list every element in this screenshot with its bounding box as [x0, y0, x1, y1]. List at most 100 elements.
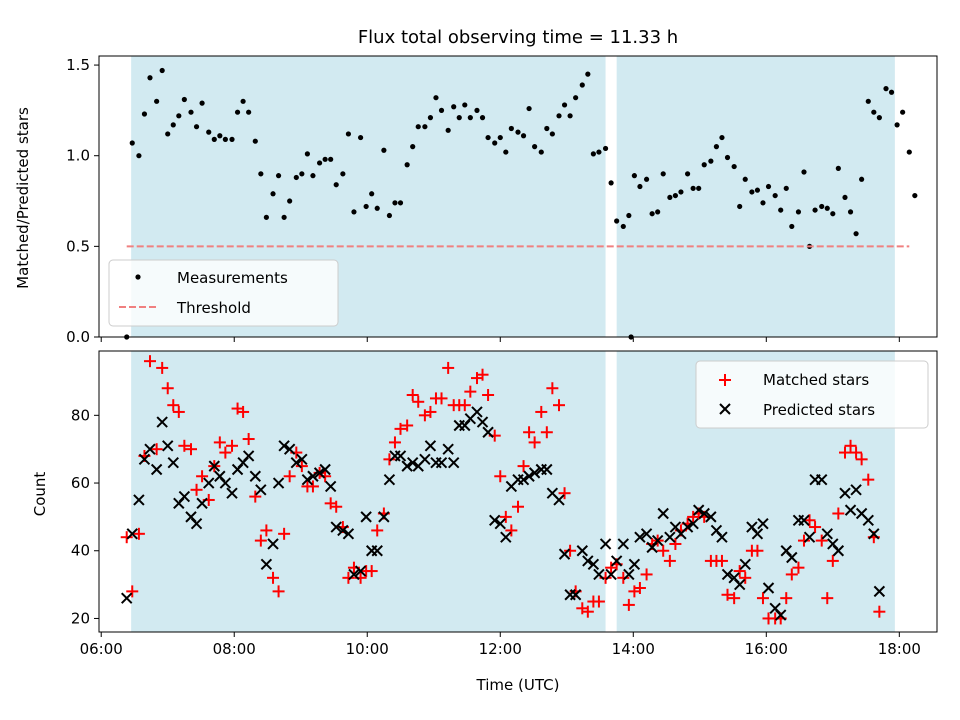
predicted-star-point [873, 585, 886, 598]
predicted-star-point [705, 511, 717, 523]
predicted-star-point [617, 538, 630, 550]
measurement-point [859, 176, 865, 182]
predicted-star-point [226, 487, 238, 499]
matched-star-point [306, 480, 319, 493]
matched-star-point [844, 439, 857, 452]
measurement-point [474, 107, 480, 113]
matched-star-point [739, 571, 752, 584]
predicted-star-point [576, 545, 588, 557]
measurement-point [508, 125, 514, 132]
measurement-point [503, 149, 509, 155]
measurement-point [742, 176, 748, 182]
measurement-point [222, 136, 228, 142]
predicted-star-point [798, 514, 810, 526]
predicted-star-point [178, 490, 191, 503]
measurement-point [567, 113, 573, 119]
matched-star-point [669, 537, 682, 550]
matched-star-point [319, 470, 332, 483]
predicted-star-point [582, 555, 594, 567]
measurement-point [422, 124, 428, 130]
predicted-star-point [839, 487, 851, 499]
legend-marker-measurements [135, 274, 141, 280]
measurement-point [404, 162, 410, 168]
matched-star-point [172, 405, 185, 418]
measurement-point [357, 134, 364, 141]
predicted-star-point [208, 460, 220, 472]
legend-label-matched: Matched stars [763, 371, 869, 389]
predicted-star-point [541, 463, 553, 476]
measurement-point [479, 115, 486, 121]
matched-star-point [832, 507, 845, 520]
measurement-point [485, 134, 491, 141]
predicted-star-point [721, 568, 734, 581]
predicted-star-point [523, 470, 535, 482]
measurement-point [165, 131, 171, 137]
measurement-point [795, 209, 802, 215]
predicted-star-point [267, 538, 279, 550]
measurement-point [713, 144, 720, 150]
predicted-star-point [144, 443, 156, 455]
measurement-point [438, 107, 445, 113]
measurement-point [316, 160, 323, 166]
measurement-point [462, 102, 468, 108]
predicted-star-point [664, 531, 676, 543]
measurement-point [876, 115, 882, 121]
predicted-star-point [610, 555, 623, 567]
measurement-point [801, 169, 807, 175]
predicted-star-point [733, 578, 746, 591]
matched-star-point [388, 436, 401, 449]
matched-star-point [756, 592, 769, 605]
measurement-point [211, 136, 217, 142]
measurement-point [433, 95, 439, 101]
measurement-point [830, 211, 836, 217]
measurement-point [206, 129, 212, 135]
top-y-axis-label: Matched/Predicted stars [14, 107, 32, 289]
bottom-y-tick-label: 40 [71, 542, 90, 560]
matched-star-point [785, 568, 798, 581]
measurement-point [637, 183, 643, 190]
predicted-star-point [324, 480, 337, 493]
matched-star-point [499, 510, 512, 523]
measurement-point [229, 136, 235, 142]
predicted-star-point [816, 473, 828, 486]
measurement-point [672, 192, 679, 199]
matched-star-point [278, 527, 291, 540]
measurement-point [492, 140, 498, 146]
matched-star-point [464, 385, 477, 398]
measurement-point [427, 115, 434, 121]
matched-star-point [442, 361, 455, 374]
predicted-star-point [623, 568, 635, 581]
top-shaded-period [616, 56, 895, 337]
matched-star-point [272, 585, 285, 598]
predicted-star-point [751, 528, 764, 540]
measurement-point [643, 176, 650, 182]
matched-star-point [412, 395, 425, 408]
matched-star-point [156, 361, 169, 374]
measurement-point [538, 149, 544, 155]
measurement-point [176, 113, 182, 119]
matched-star-point [458, 399, 471, 412]
measurement-point [667, 194, 673, 201]
bottom-panel: 20 40 60 80 06:00 08:00 10:00 12:00 14:00 16:00 18… [71, 350, 938, 658]
predicted-star-point [348, 568, 360, 581]
matched-star-point [826, 554, 839, 567]
measurement-point [199, 100, 205, 106]
predicted-star-point [319, 463, 331, 476]
measurement-point [240, 98, 246, 104]
matched-star-point [150, 443, 163, 456]
matched-star-point [342, 571, 355, 584]
predicted-star-point [628, 558, 641, 570]
predicted-star-point [844, 504, 857, 516]
legend-marker-matched [719, 374, 731, 386]
predicted-star-point [401, 460, 413, 472]
predicted-star-point [126, 528, 138, 540]
top-legend: Measurements Threshold [108, 259, 339, 327]
matched-star-point [751, 544, 764, 557]
measurement-point [397, 200, 404, 206]
matched-star-point [161, 382, 174, 395]
measurement-point [561, 102, 568, 108]
measurement-point [614, 218, 620, 224]
measurement-point [258, 171, 264, 177]
predicted-star-point [150, 463, 163, 476]
measurement-point [835, 165, 841, 171]
